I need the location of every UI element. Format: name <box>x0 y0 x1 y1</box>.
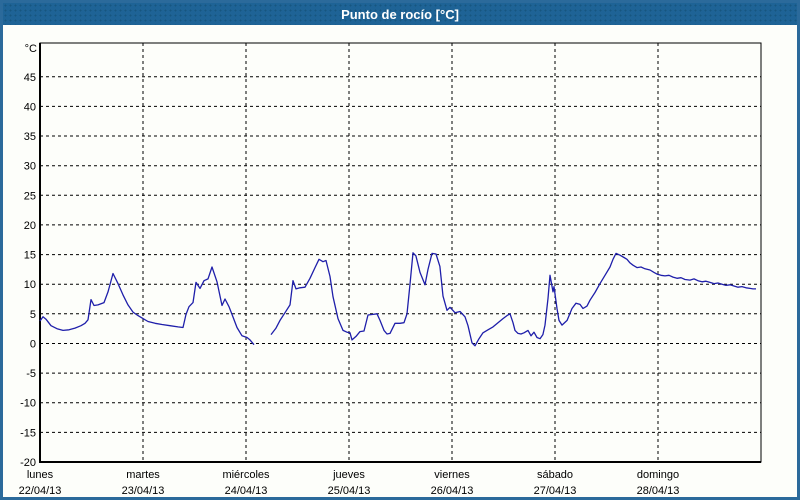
day-name-label: martes <box>126 469 160 481</box>
y-tick-label: -20 <box>20 457 36 469</box>
axis-labels: 45 40 35 30 25 20 15 10 5 0 -5 -10 -15 -20 °C lunes 22/0… <box>19 43 680 497</box>
day-name-label: miércoles <box>222 469 270 481</box>
day-name-label: domingo <box>637 469 679 481</box>
day-name-label: jueves <box>332 469 365 481</box>
series-segment <box>270 252 756 347</box>
day-name-label: viernes <box>434 469 470 481</box>
day-date-label: 22/04/13 <box>19 485 62 497</box>
y-axis-unit-label: °C <box>25 43 37 55</box>
window-titlebar: Punto de rocío [°C] <box>3 3 797 25</box>
y-tick-label: 40 <box>24 101 36 113</box>
day-name-label: lunes <box>27 469 54 481</box>
dew-point-chart: 45 40 35 30 25 20 15 10 5 0 -5 -10 -15 -20 °C lunes 22/0… <box>19 42 762 497</box>
day-date-label: 24/04/13 <box>225 485 268 497</box>
day-date-label: 25/04/13 <box>328 485 371 497</box>
day-date-label: 27/04/13 <box>534 485 577 497</box>
y-tick-label: 0 <box>30 339 36 351</box>
y-tick-label: 25 <box>24 190 36 202</box>
window-title: Punto de rocío [°C] <box>341 6 459 22</box>
day-date-label: 26/04/13 <box>431 485 474 497</box>
y-tick-label: 5 <box>30 309 36 321</box>
y-tick-label: -15 <box>20 427 36 439</box>
y-tick-label: 30 <box>24 161 36 173</box>
gridlines <box>40 43 761 462</box>
y-tick-label: 45 <box>24 72 36 84</box>
series-segment <box>39 266 255 346</box>
plot-border <box>39 42 762 463</box>
y-tick-label: 10 <box>24 279 36 291</box>
y-tick-label: 20 <box>24 220 36 232</box>
chart-panel: 45 40 35 30 25 20 15 10 5 0 -5 -10 -15 -20 °C lunes 22/0… <box>3 25 797 497</box>
y-tick-label: 15 <box>24 250 36 262</box>
y-tick-label: -5 <box>26 368 36 380</box>
y-tick-label: -10 <box>20 398 36 410</box>
day-date-label: 28/04/13 <box>637 485 680 497</box>
day-name-label: sábado <box>537 469 573 481</box>
y-tick-label: 35 <box>24 131 36 143</box>
day-date-label: 23/04/13 <box>122 485 165 497</box>
series-line <box>39 252 756 347</box>
